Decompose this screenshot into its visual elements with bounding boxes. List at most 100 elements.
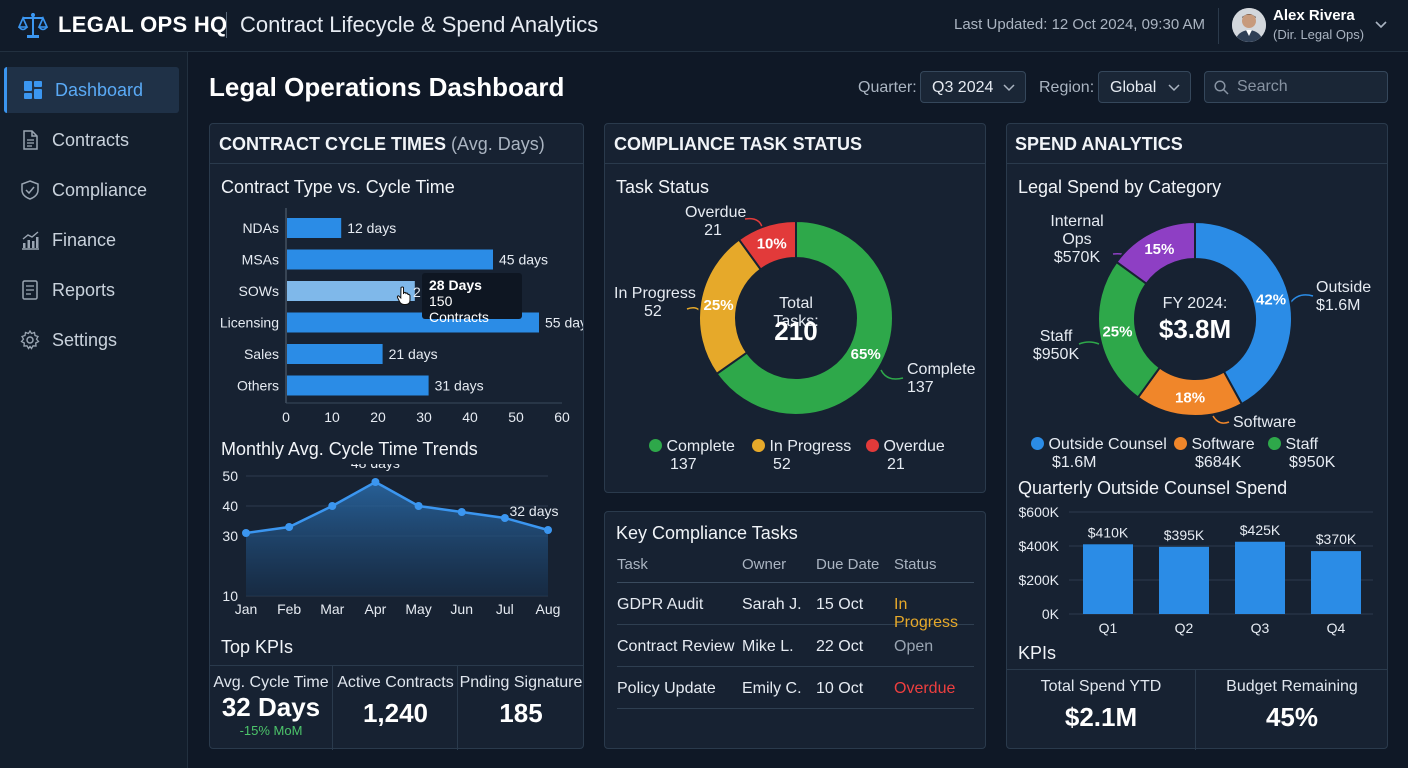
sidebar-item-compliance[interactable]: Compliance — [4, 167, 179, 213]
bar[interactable] — [1083, 544, 1133, 614]
bar[interactable] — [287, 344, 383, 364]
slice-percent-label: 25% — [704, 297, 734, 314]
table-row[interactable]: Contract Review Mike L. 22 Oct Open — [617, 625, 974, 667]
y-tick-label: 10 — [222, 588, 238, 604]
search-input[interactable] — [1237, 77, 1377, 97]
callout-value: 137 — [907, 379, 934, 396]
table-row[interactable]: Policy Update Emily C. 10 Oct Overdue — [617, 667, 974, 709]
donut-title: Legal Spend by Category — [1018, 177, 1222, 197]
x-tick-label: Jul — [496, 601, 514, 617]
callout-leader — [1078, 341, 1100, 345]
region-label: Region: — [1039, 79, 1095, 96]
data-point[interactable] — [328, 502, 337, 510]
legend-dot — [1174, 437, 1187, 450]
avatar[interactable] — [1232, 8, 1266, 42]
kpi-value: 1,240 — [362, 698, 429, 728]
panel-title: Key Compliance Tasks — [616, 523, 798, 543]
search-box[interactable] — [1204, 71, 1388, 103]
sidebar-item-finance[interactable]: Finance — [4, 217, 179, 263]
sidebar-item-settings[interactable]: Settings — [4, 317, 179, 363]
table-row[interactable]: GDPR Audit Sarah J. 15 Oct In Progress — [617, 583, 974, 631]
document-icon — [23, 130, 38, 150]
chevron-down-icon — [1003, 84, 1015, 92]
legend-dot — [1031, 437, 1044, 450]
donut-slice[interactable] — [1194, 220, 1293, 406]
data-label: 55 days — [545, 315, 583, 331]
y-tick-label: 30 — [222, 528, 238, 544]
x-tick-label: Q1 — [1099, 620, 1118, 636]
donut-slice[interactable] — [1115, 220, 1196, 286]
area-fill — [246, 482, 548, 596]
cell-status: In Progress — [894, 596, 959, 631]
sidebar-item-dashboard[interactable]: Dashboard — [4, 67, 179, 113]
data-label: $425K — [1240, 522, 1281, 538]
cell-due: 15 Oct — [816, 596, 864, 613]
x-tick-label: 60 — [554, 409, 570, 425]
task-status-donut: 65% 25% 10% — [686, 217, 904, 416]
data-label: 21 days — [389, 346, 438, 362]
callout-label: Outside — [1316, 279, 1372, 296]
panel-title: SPEND ANALYTICS — [1015, 134, 1183, 154]
data-point[interactable] — [414, 502, 423, 510]
cell-task: Policy Update — [617, 680, 716, 697]
sidebar-item-contracts[interactable]: Contracts — [4, 117, 179, 163]
category-label: SOWs — [239, 283, 279, 299]
donut-slice[interactable] — [737, 219, 797, 271]
x-tick-label: Q2 — [1175, 620, 1194, 636]
topbar-divider — [1218, 8, 1219, 44]
donut-slice[interactable] — [715, 219, 894, 416]
key-tasks-panel: Key Compliance Tasks Task Owner Due Date… — [604, 511, 986, 749]
slice-percent-label: 65% — [851, 346, 881, 363]
donut-center-value: 210 — [774, 316, 818, 346]
category-label: MSAs — [242, 252, 279, 268]
bar[interactable] — [287, 218, 342, 238]
quarterly-spend-chart: 0K $200K $400K $600K $410K Q1 $395K Q2 $425K Q3 $3… — [1019, 504, 1373, 636]
bar[interactable] — [287, 249, 493, 270]
data-point[interactable] — [500, 514, 509, 522]
category-label: Licensing — [220, 315, 279, 331]
data-point[interactable] — [371, 478, 380, 486]
user-name[interactable]: Alex Rivera — [1273, 7, 1355, 24]
cell-status: Overdue — [894, 680, 956, 697]
x-tick-label: Aug — [536, 601, 561, 617]
sidebar-item-label: Finance — [52, 230, 117, 250]
callout-leader — [686, 306, 700, 311]
callout-label: In Progress — [614, 285, 696, 302]
bar[interactable] — [287, 375, 429, 396]
chevron-down-icon[interactable] — [1374, 18, 1388, 32]
bar[interactable] — [287, 281, 415, 301]
legend-dot — [866, 439, 879, 452]
trend-chart-title: Monthly Avg. Cycle Time Trends — [221, 439, 478, 459]
sidebar-item-label: Settings — [52, 330, 118, 350]
x-tick-label: May — [405, 601, 431, 617]
sidebar-item-label: Compliance — [52, 180, 148, 200]
legend-complete: Complete 137 — [649, 438, 735, 474]
x-tick-label: Feb — [277, 601, 301, 617]
legend-label: Outside Counsel — [1048, 436, 1167, 453]
callout-label: Staff — [1039, 328, 1073, 345]
callout-software: Software — [1233, 414, 1297, 431]
bar-chart-title: Contract Type vs. Cycle Time — [221, 177, 455, 197]
legend-staff: Staff $950K — [1268, 436, 1335, 472]
data-point[interactable] — [285, 523, 294, 531]
panel-title: CONTRACT CYCLE TIMES (Avg. Days) — [219, 134, 545, 155]
slice-percent-label: 42% — [1256, 291, 1286, 308]
slice-percent-label: 25% — [1102, 323, 1132, 340]
data-point[interactable] — [457, 508, 466, 516]
bar[interactable] — [1159, 546, 1209, 614]
page-title: Legal Operations Dashboard — [209, 72, 565, 102]
region-select[interactable]: Global — [1098, 71, 1191, 103]
x-tick-label: Apr — [365, 601, 387, 617]
data-point[interactable] — [544, 526, 552, 534]
panel-header: CONTRACT CYCLE TIMES (Avg. Days) — [210, 124, 583, 164]
bar[interactable] — [1235, 541, 1285, 614]
col-status: Status — [894, 556, 937, 573]
sidebar-item-reports[interactable]: Reports — [4, 267, 179, 313]
region-value: Global — [1110, 79, 1157, 96]
data-label: $410K — [1088, 524, 1129, 540]
data-point[interactable] — [242, 529, 250, 537]
bar[interactable] — [1311, 551, 1361, 614]
callout-value: $1.6M — [1316, 297, 1361, 314]
kpi-label: Avg. Cycle Time — [213, 674, 329, 691]
quarter-select[interactable]: Q3 2024 — [920, 71, 1026, 103]
